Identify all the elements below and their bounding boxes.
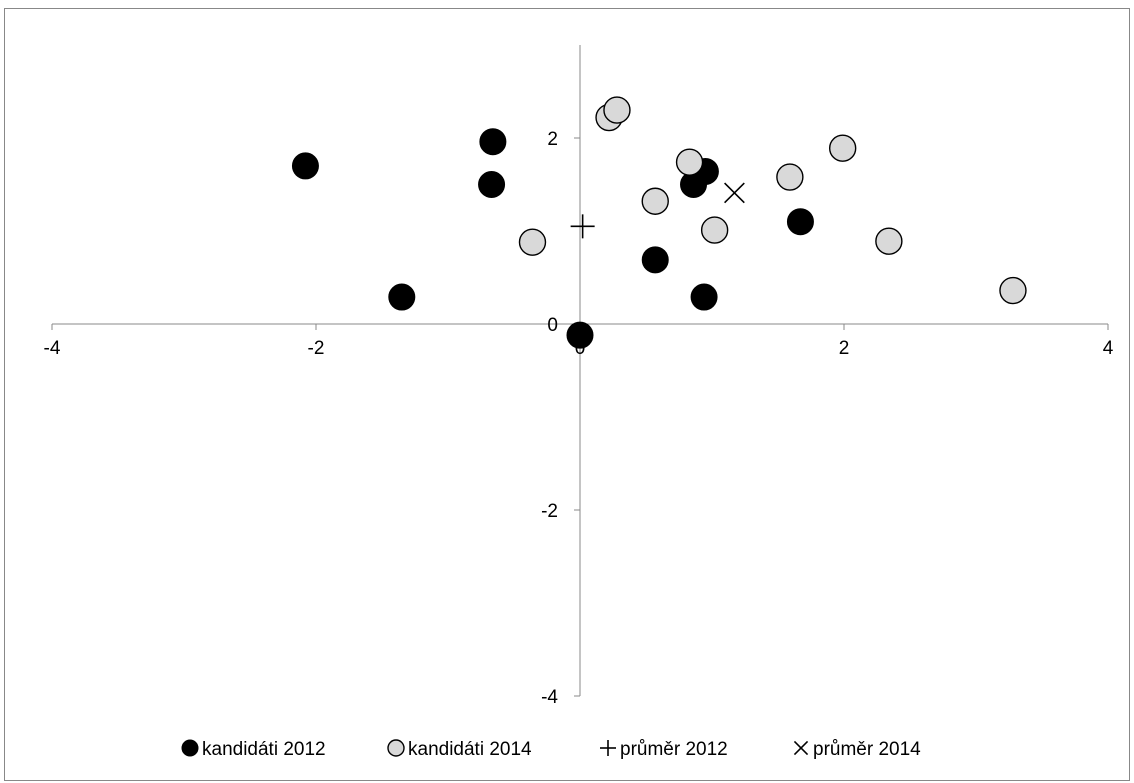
point-kandidati-2014 [700,216,729,244]
point-prumer-2012 [570,214,595,239]
x-tick-label: -4 [44,338,61,359]
point-kandidati-2012 [690,283,718,311]
legend-label: kandidáti 2012 [202,739,326,760]
point-kandidati-2014 [776,163,804,191]
legend-marker [793,740,809,756]
x-tick-label: -2 [308,338,325,359]
legend: kandidáti 2012 kandidáti 2014 průměr 2012 p… [181,739,921,760]
point-kandidati-2014 [603,96,631,124]
point-kandidati-2014 [875,227,903,255]
y-tick-label: 0 [547,315,558,336]
y-tick-label: -4 [541,687,558,708]
point-kandidati-2014 [828,134,857,162]
x-tick-label: 4 [1103,338,1114,359]
legend-label: kandidáti 2014 [408,739,532,760]
legend-item-kandidati-2012: kandidáti 2012 [181,739,326,760]
y-tick-label: 2 [547,129,558,150]
legend-label: průměr 2014 [813,739,921,760]
point-kandidati-2012 [641,246,669,274]
point-kandidati-2014 [675,148,704,176]
y-tick-label: -2 [541,501,558,522]
x-tick-label: 2 [839,338,850,359]
point-kandidati-2012 [786,208,814,236]
legend-label: průměr 2012 [620,739,728,760]
point-prumer-2014 [724,182,745,204]
point-kandidati-2014 [518,228,547,256]
point-kandidati-2012 [388,283,416,311]
point-kandidati-2014 [999,276,1027,305]
point-kandidati-2012 [291,152,319,180]
legend-marker [387,739,405,757]
legend-item-kandidati-2014: kandidáti 2014 [387,739,532,760]
point-kandidati-2012 [479,128,507,156]
point-kandidati-2014 [641,187,669,215]
point-kandidati-2012 [566,321,594,349]
point-kandidati-2012 [478,171,506,198]
axes: -4-2024-4-202 [44,45,1114,708]
legend-marker [600,740,616,756]
legend-item-prumer-2014: průměr 2014 [793,739,921,760]
legend-item-prumer-2012: průměr 2012 [600,739,728,760]
legend-marker [181,739,199,757]
data-points [291,96,1027,349]
